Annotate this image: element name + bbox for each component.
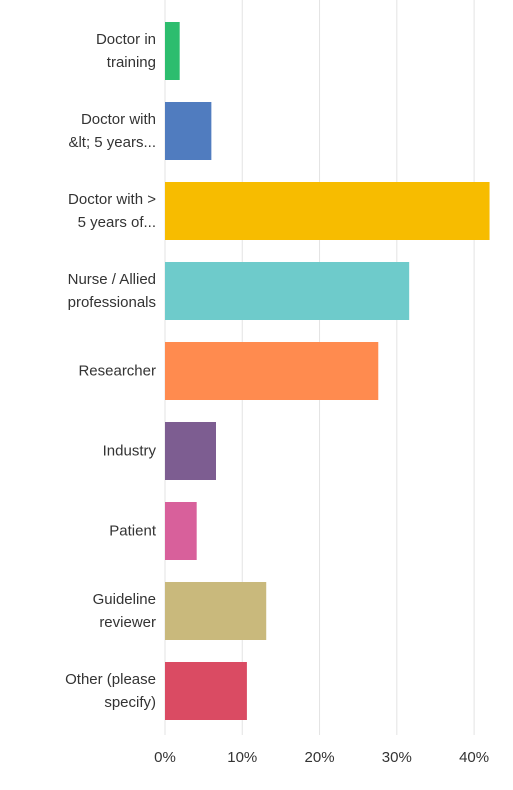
y-tick-label: Doctor in training (95, 31, 156, 71)
bar (165, 502, 197, 560)
y-tick-label: Guideline reviewer (92, 591, 156, 631)
y-tick-label: Other (please specify) (65, 671, 156, 711)
bar (165, 582, 267, 640)
bar (165, 182, 490, 240)
bar (165, 262, 410, 320)
bar (165, 342, 379, 400)
y-tick-label: Nurse / Allied professionals (67, 271, 156, 311)
y-tick-label: Doctor with &lt; 5 years... (68, 111, 156, 151)
y-tick-label: Industry (102, 442, 156, 460)
x-tick-label: 40% (459, 749, 489, 766)
x-tick-label: 20% (305, 749, 335, 766)
bar (165, 422, 216, 480)
bar (165, 102, 212, 160)
x-tick-label: 0% (154, 749, 176, 766)
y-tick-label: Doctor with > 5 years of... (68, 191, 156, 231)
x-tick-label: 10% (227, 749, 257, 766)
y-tick-label: Researcher (78, 362, 156, 380)
bar (165, 662, 247, 720)
bar (165, 22, 180, 80)
y-tick-label: Patient (109, 522, 156, 540)
x-tick-label: 30% (382, 749, 412, 766)
